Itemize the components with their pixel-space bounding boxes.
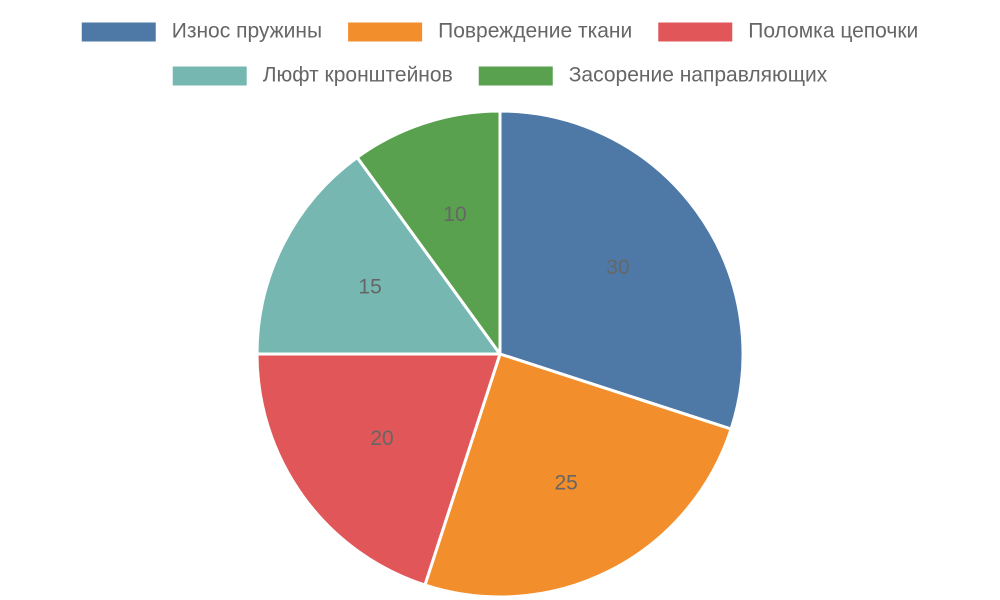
legend-item: Люфт кронштейнов xyxy=(172,64,453,87)
pie-slice xyxy=(255,155,502,356)
legend: Износ пружины Повреждение ткани Поломка це… xyxy=(81,20,918,87)
legend-swatch xyxy=(658,22,733,42)
slice-value-label: 10 xyxy=(443,203,466,226)
slice-value-label: 15 xyxy=(358,275,381,298)
legend-item: Повреждение ткани xyxy=(348,20,632,43)
legend-label: Засорение направляющих xyxy=(569,64,828,87)
pie-slice xyxy=(498,109,745,431)
pie-slice xyxy=(255,352,502,587)
slice-value-label: 30 xyxy=(606,256,629,279)
legend-item: Поломка цепочки xyxy=(658,20,918,43)
legend-item: Засорение направляющих xyxy=(478,64,828,87)
pie-slice xyxy=(355,109,502,356)
legend-label: Износ пружины xyxy=(172,20,322,43)
pie-slices xyxy=(255,109,745,599)
legend-swatch xyxy=(81,22,156,42)
legend-swatch xyxy=(172,66,247,86)
legend-swatch xyxy=(348,22,423,42)
pie-slice xyxy=(423,352,733,599)
legend-item: Износ пружины xyxy=(81,20,322,43)
slice-labels: 30 25 20 15 10 xyxy=(358,203,629,495)
legend-swatch xyxy=(478,66,553,86)
legend-label: Повреждение ткани xyxy=(438,20,632,43)
slice-value-label: 20 xyxy=(370,427,393,450)
legend-label: Люфт кронштейнов xyxy=(263,64,453,87)
legend-label: Поломка цепочки xyxy=(748,20,918,43)
slice-value-label: 25 xyxy=(555,471,578,494)
